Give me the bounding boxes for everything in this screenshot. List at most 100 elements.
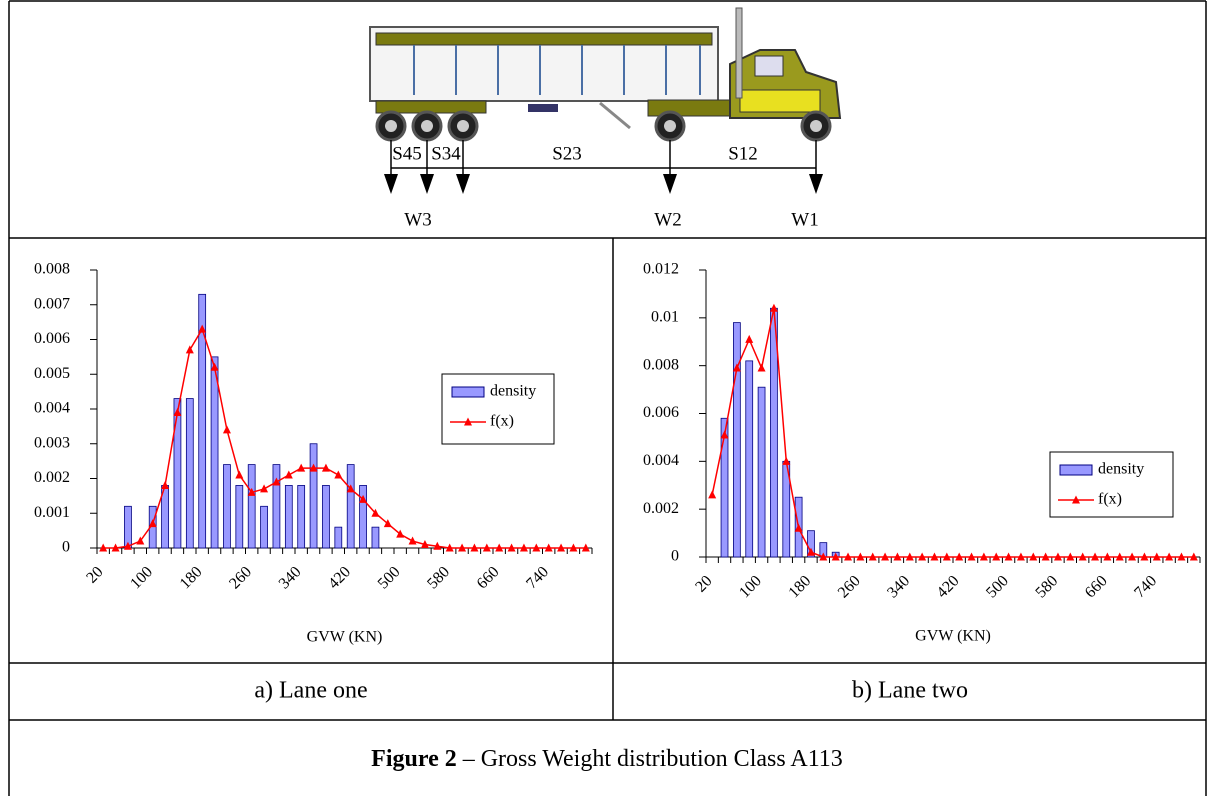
- point-marker: [757, 363, 766, 372]
- x-tick-label: 100: [736, 572, 765, 601]
- bar: [297, 485, 306, 549]
- x-tick-label: 660: [1082, 572, 1111, 601]
- x-tick-label: 340: [884, 572, 913, 601]
- point-marker: [1029, 552, 1038, 561]
- point-marker: [806, 547, 815, 556]
- x-axis-label: GVW (KN): [307, 629, 383, 646]
- point-marker: [222, 425, 231, 434]
- x-tick-label: 500: [375, 563, 404, 592]
- point-marker: [881, 552, 890, 561]
- caption-label: Figure 2: [371, 746, 457, 772]
- bar: [322, 485, 330, 549]
- point-marker: [260, 484, 269, 493]
- point-marker: [1053, 552, 1062, 561]
- x-tick-label: 740: [1131, 572, 1160, 601]
- point-marker: [1091, 552, 1100, 561]
- bar: [334, 526, 343, 549]
- point-marker: [1041, 552, 1050, 561]
- point-marker: [581, 543, 590, 552]
- load-label: W3: [404, 209, 431, 230]
- point-marker: [1004, 552, 1013, 561]
- point-marker: [905, 552, 914, 561]
- point-marker: [420, 540, 429, 549]
- y-tick-label: 0.001: [34, 504, 70, 521]
- point-marker: [272, 477, 281, 486]
- point-marker: [557, 543, 566, 552]
- point-marker: [794, 523, 803, 532]
- spacing-label: S45: [392, 143, 422, 164]
- bar: [745, 360, 754, 558]
- bar: [346, 464, 355, 549]
- point-marker: [856, 552, 865, 561]
- bar: [284, 485, 293, 549]
- bar: [359, 485, 367, 549]
- point-marker: [173, 407, 182, 416]
- point-marker: [198, 324, 207, 333]
- point-marker: [470, 543, 479, 552]
- point-marker: [321, 463, 330, 472]
- point-marker: [745, 334, 754, 343]
- bar: [733, 322, 741, 558]
- point-marker: [782, 456, 791, 465]
- point-marker: [408, 536, 417, 545]
- x-tick-label: 100: [127, 563, 156, 592]
- point-marker: [1128, 552, 1137, 561]
- spacing-label: S34: [431, 143, 461, 164]
- point-marker: [1115, 552, 1124, 561]
- point-marker: [495, 543, 504, 552]
- y-tick-label: 0.008: [643, 356, 679, 373]
- legend-label: density: [490, 383, 536, 400]
- point-marker: [1177, 552, 1186, 561]
- point-marker: [445, 543, 454, 552]
- x-tick-label: 260: [226, 563, 255, 592]
- y-tick-label: 0.005: [34, 365, 70, 382]
- point-marker: [1189, 552, 1198, 561]
- point-marker: [930, 552, 939, 561]
- panel-label: a) Lane one: [254, 678, 367, 704]
- point-marker: [955, 552, 964, 561]
- bar: [223, 464, 231, 549]
- y-tick-label: 0.004: [643, 452, 679, 469]
- point-marker: [732, 363, 741, 372]
- point-marker: [819, 552, 828, 561]
- point-marker: [396, 529, 405, 538]
- point-marker: [359, 494, 368, 503]
- bar: [272, 464, 281, 549]
- frame: [8, 0, 1207, 796]
- x-tick-label: 180: [177, 563, 206, 592]
- bar: [124, 505, 132, 549]
- point-marker: [247, 487, 256, 496]
- spacing-label: S12: [728, 143, 758, 164]
- point-marker: [148, 519, 157, 528]
- y-tick-label: 0: [671, 548, 679, 565]
- line: [103, 327, 586, 549]
- point-marker: [1152, 552, 1161, 561]
- point-marker: [1140, 552, 1149, 561]
- y-tick-label: 0.008: [34, 261, 70, 278]
- point-marker: [111, 543, 120, 552]
- bar: [173, 398, 182, 549]
- truck-drawing: [369, 7, 842, 194]
- bar: [371, 526, 380, 549]
- point-marker: [769, 303, 778, 312]
- bar: [210, 356, 219, 549]
- x-axis-label: GVW (KN): [915, 628, 991, 645]
- point-marker: [918, 552, 927, 561]
- x-tick-label: 660: [474, 563, 503, 592]
- x-tick-label: 260: [835, 572, 864, 601]
- bar: [309, 443, 318, 549]
- panel-label: b) Lane two: [852, 678, 968, 704]
- point-marker: [371, 508, 380, 517]
- y-tick-label: 0.003: [34, 434, 70, 451]
- legend-box: [1049, 451, 1174, 518]
- bar: [235, 485, 244, 549]
- x-tick-label: 420: [325, 563, 354, 592]
- point-marker: [519, 543, 528, 552]
- y-tick-label: 0.007: [34, 295, 70, 312]
- bar: [807, 530, 815, 558]
- y-tick-label: 0.002: [643, 500, 679, 517]
- point-marker: [210, 362, 219, 371]
- x-tick-label: 180: [785, 572, 814, 601]
- legend-label: density: [1098, 461, 1144, 478]
- point-marker: [458, 543, 467, 552]
